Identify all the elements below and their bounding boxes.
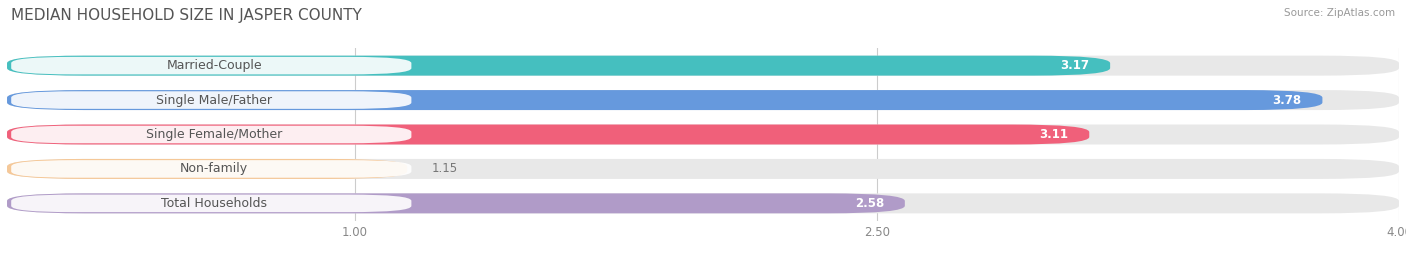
- FancyBboxPatch shape: [7, 159, 408, 179]
- Text: Single Female/Mother: Single Female/Mother: [146, 128, 283, 141]
- FancyBboxPatch shape: [11, 194, 412, 212]
- Text: 3.78: 3.78: [1272, 94, 1302, 107]
- FancyBboxPatch shape: [11, 91, 412, 109]
- FancyBboxPatch shape: [7, 193, 905, 213]
- Text: 3.11: 3.11: [1039, 128, 1069, 141]
- FancyBboxPatch shape: [7, 193, 1399, 213]
- FancyBboxPatch shape: [7, 159, 1399, 179]
- FancyBboxPatch shape: [11, 160, 412, 178]
- Text: MEDIAN HOUSEHOLD SIZE IN JASPER COUNTY: MEDIAN HOUSEHOLD SIZE IN JASPER COUNTY: [11, 8, 363, 23]
- Text: Total Households: Total Households: [162, 197, 267, 210]
- FancyBboxPatch shape: [7, 125, 1399, 144]
- Text: Single Male/Father: Single Male/Father: [156, 94, 273, 107]
- FancyBboxPatch shape: [7, 56, 1399, 76]
- Text: Non-family: Non-family: [180, 162, 247, 175]
- Text: Source: ZipAtlas.com: Source: ZipAtlas.com: [1284, 8, 1395, 18]
- FancyBboxPatch shape: [7, 125, 1090, 144]
- FancyBboxPatch shape: [7, 90, 1399, 110]
- FancyBboxPatch shape: [7, 56, 1111, 76]
- FancyBboxPatch shape: [11, 57, 412, 75]
- FancyBboxPatch shape: [7, 90, 1323, 110]
- Text: 2.58: 2.58: [855, 197, 884, 210]
- Text: 3.17: 3.17: [1060, 59, 1090, 72]
- Text: 1.15: 1.15: [432, 162, 458, 175]
- Text: Married-Couple: Married-Couple: [166, 59, 262, 72]
- FancyBboxPatch shape: [11, 126, 412, 143]
